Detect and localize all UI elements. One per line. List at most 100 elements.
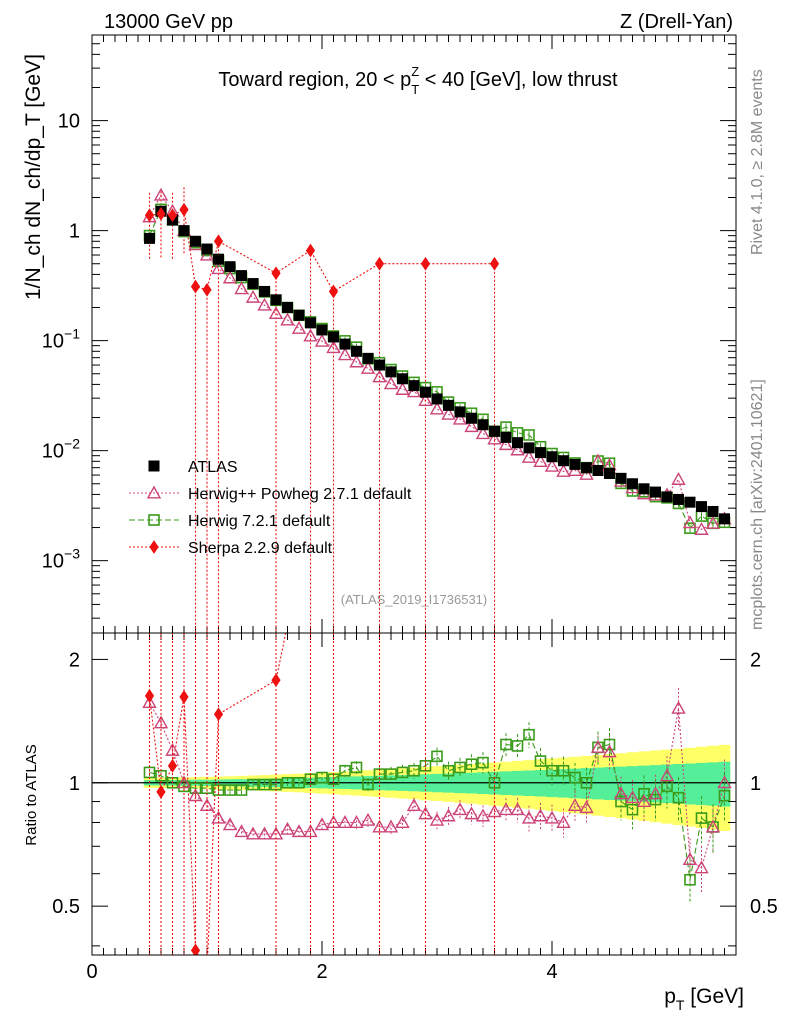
atlas-point [466,412,477,424]
sherpa-ratio-line [148,633,287,955]
atlas-point [477,419,489,431]
legend-marker-herwigpp [146,485,162,499]
atlas-point [374,359,385,371]
sherpa-point [271,266,281,281]
herwigpp-point [395,382,410,395]
herwigpp-point [211,261,226,275]
y-tick-label: 1 [69,221,80,243]
atlas-point [661,491,673,503]
herwigpp-ratio-point [303,824,318,838]
x-tick-label: 0 [86,961,97,983]
herwigpp-ratio-point [498,802,514,816]
herwigpp-point [429,401,445,415]
herwigpp-ratio-point [705,819,721,833]
herwigpp-ratio-point [613,786,629,800]
atlas-point [443,399,454,411]
y-tick-label: 10−2 [42,436,80,463]
atlas-point [190,235,201,247]
atlas-point [397,373,408,385]
plot-title: Toward region, 20 < pZ T < 40 [GeV], low … [218,64,618,97]
herwigpp-ratio-point [579,800,594,814]
atlas-point [316,324,328,336]
atlas-point [282,302,293,314]
herwigpp-ratio-point [441,808,456,822]
herwigpp-point [303,328,318,342]
herwigpp-ratio-point [326,815,341,829]
herwigpp-point [199,247,215,261]
herwigpp-ratio-point [142,695,157,709]
atlas-point [328,331,339,343]
ratio-tick-label-right: 1 [750,773,761,795]
herwigpp-point [245,289,261,303]
atlas-point [696,501,707,513]
herwig72-ratio-point [649,793,662,806]
herwig72-ratio-point [281,776,294,789]
y-tick-label: 10 [58,111,80,133]
title-sub: T [411,82,419,97]
herwig72-ratio-point [293,776,305,789]
herwig72-ratio-point [247,778,259,791]
herwig72-ratio-point [477,756,489,769]
sherpa-ratio-point [179,690,189,704]
herwig72-point [523,429,535,441]
herwigpp-point [671,472,686,485]
herwigpp-point [234,281,249,295]
atlas-point [719,513,730,525]
herwigpp-point [464,419,479,433]
herwig72-ratio-point [523,728,535,741]
herwigpp-point [418,393,433,407]
atlas-point [270,294,282,306]
herwig72-ratio-point [465,758,478,771]
sherpa-ratio-point [491,154,499,166]
title-suffix: < 40 [GeV], low thrust [419,69,618,91]
herwigpp-ratio-point [567,798,583,812]
herwigpp-point [682,515,698,529]
herwigpp-ratio-point [176,775,192,789]
herwig72-ratio-point [454,761,466,774]
x-axis-label: pT [GeV] [664,985,744,1013]
atlas-point [581,462,592,474]
herwigpp-point [556,463,571,477]
herwigpp-ratio-point [291,824,307,838]
sherpa-point [167,208,178,223]
herwigpp-ratio-point [429,812,445,826]
title-prefix: Toward region, 20 < p [218,69,411,91]
atlas-point [638,483,650,495]
herwig72-ratio-point [339,764,351,777]
herwigpp-ratio-point [360,812,376,826]
herwig72-ratio-point [258,778,271,791]
ratio-panel-frame [91,632,737,956]
sherpa-ratio-point [167,758,178,773]
sherpa-ratio-point [190,943,201,955]
herwig72-ratio-point [500,738,512,751]
herwig72-ratio-point [718,789,731,802]
herwigpp-ratio-point [222,817,238,831]
band-inner [143,761,731,807]
herwigpp-ratio-point [257,826,272,840]
herwig72-ratio-point [362,778,374,791]
legend-marker-sherpa [149,540,159,554]
herwigpp-point [337,347,353,361]
ratio-tick-label-left: 0.5 [52,896,80,918]
atlas-point [213,253,224,265]
legend-label-atlas: ATLAS [188,459,238,476]
atlas-point [351,345,362,357]
herwigpp-ratio-point [510,802,525,816]
herwigpp-ratio-point [682,852,698,865]
sherpa-point [190,279,201,294]
herwigpp-ratio-point [556,815,571,829]
atlas-point [201,243,213,255]
header-left: 13000 GeV pp [104,11,233,33]
x-label-main: p [664,985,676,1008]
sherpa-point [305,243,316,258]
herwigpp-ratio-point [475,808,491,822]
herwig72-ratio-point [431,750,443,763]
herwigpp-ratio-point [349,815,364,829]
ratio-tick-label-left: 2 [69,649,80,671]
x-label-sub: T [676,997,685,1013]
herwigpp-point [579,466,594,480]
ratio-tick-label-left: 1 [69,773,80,795]
sherpa-point [213,234,224,249]
herwig72-ratio-line [149,733,726,880]
herwigpp-ratio-point [636,794,652,808]
